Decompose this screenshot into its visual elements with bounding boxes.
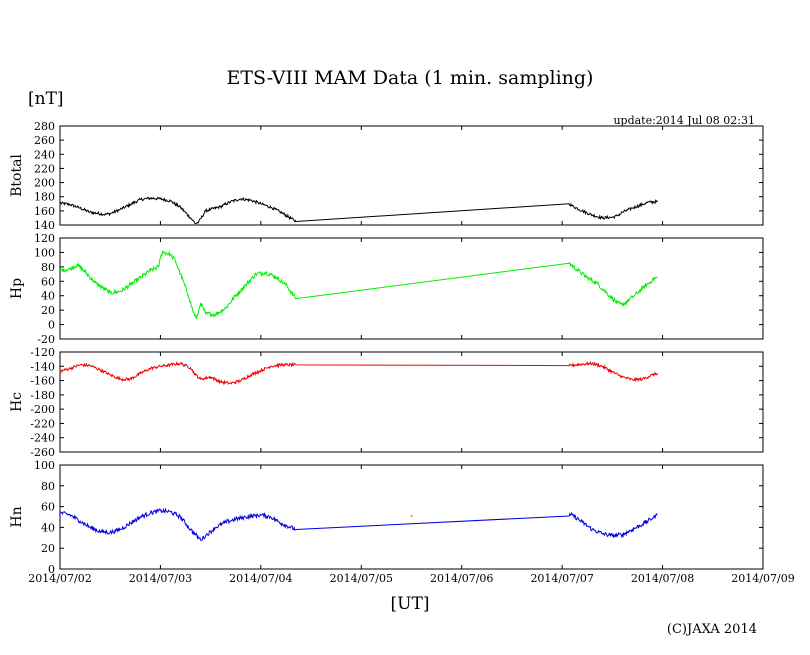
y-tick-label: 20	[41, 542, 55, 555]
panel-frame	[59, 351, 764, 453]
series-line-hp	[59, 250, 658, 319]
y-tick-label: 20	[41, 304, 55, 317]
chart-title: ETS-VIII MAM Data (1 min. sampling)	[227, 67, 594, 89]
x-tick-label: 2014/07/09	[731, 572, 794, 585]
x-tick-label: 2014/07/02	[28, 572, 91, 585]
y-tick-label: 80	[41, 261, 55, 274]
series-line-btotal	[59, 196, 658, 225]
y-tick-label: -160	[30, 375, 55, 388]
y-tick-label: 60	[41, 275, 55, 288]
y-axis-label: Hn	[9, 506, 25, 527]
x-tick-label: 2014/07/08	[631, 572, 694, 585]
y-tick-label: -200	[30, 403, 55, 416]
y-tick-label: 180	[34, 191, 55, 204]
x-tick-label: 2014/07/07	[530, 572, 593, 585]
y-tick-label: -220	[30, 417, 55, 430]
stray-data-point	[410, 514, 413, 518]
y-tick-label: 120	[34, 232, 55, 245]
panel-frame	[59, 125, 764, 226]
y-axis-label: Hp	[9, 278, 25, 299]
y-tick-label: 100	[34, 246, 55, 259]
y-tick-label: 40	[41, 521, 55, 534]
y-tick-label: 260	[34, 134, 55, 147]
y-tick-label: -240	[30, 432, 55, 445]
x-axis-label: [UT]	[391, 594, 430, 614]
x-tick-label: 2014/07/05	[330, 572, 393, 585]
y-axis-label: Hc	[9, 392, 25, 412]
y-tick-label: 100	[34, 459, 55, 472]
y-tick-label: 0	[48, 563, 55, 576]
x-tick-label: 2014/07/04	[229, 572, 292, 585]
y-tick-label: -20	[37, 333, 55, 346]
x-axis: 2014/07/02 2014/07/03 2014/07/04 2014/07/05…	[28, 572, 794, 585]
series-line-hn	[59, 507, 658, 542]
y-tick-label: -260	[30, 446, 55, 459]
y-tick-label: 140	[34, 219, 55, 232]
y-tick-label: -180	[30, 389, 55, 402]
panel-hc: -260-240 -220-200-180-160 -140-120 Hc	[9, 346, 764, 459]
y-tick-label: 0	[48, 319, 55, 332]
unit-label: [nT]	[28, 89, 64, 109]
y-tick-label: -120	[30, 346, 55, 359]
panels-group: 140160180200220240260280Btotal-200204060…	[9, 120, 764, 576]
y-tick-label: 220	[34, 162, 55, 175]
x-tick-label: 2014/07/06	[430, 572, 493, 585]
y-axis-label: Btotal	[9, 154, 25, 197]
panel-frame	[59, 237, 764, 340]
y-tick-label: 40	[41, 290, 55, 303]
y-tick-label: -140	[30, 360, 55, 373]
y-tick-label: 160	[34, 205, 55, 218]
update-timestamp: update:2014 Jul 08 02:31	[613, 114, 755, 127]
y-tick-label: 80	[41, 480, 55, 493]
y-tick-label: 280	[34, 120, 55, 133]
copyright-text: (C)JAXA 2014	[667, 622, 757, 637]
y-tick-label: 200	[34, 177, 55, 190]
y-tick-label: 240	[34, 148, 55, 161]
panel-hn: 0 20 40 60 80 100 Hn	[9, 459, 764, 576]
series-line-hc	[59, 360, 659, 386]
x-tick-label: 2014/07/03	[129, 572, 192, 585]
y-tick-label: 60	[41, 501, 55, 514]
panel-frame	[59, 464, 764, 570]
